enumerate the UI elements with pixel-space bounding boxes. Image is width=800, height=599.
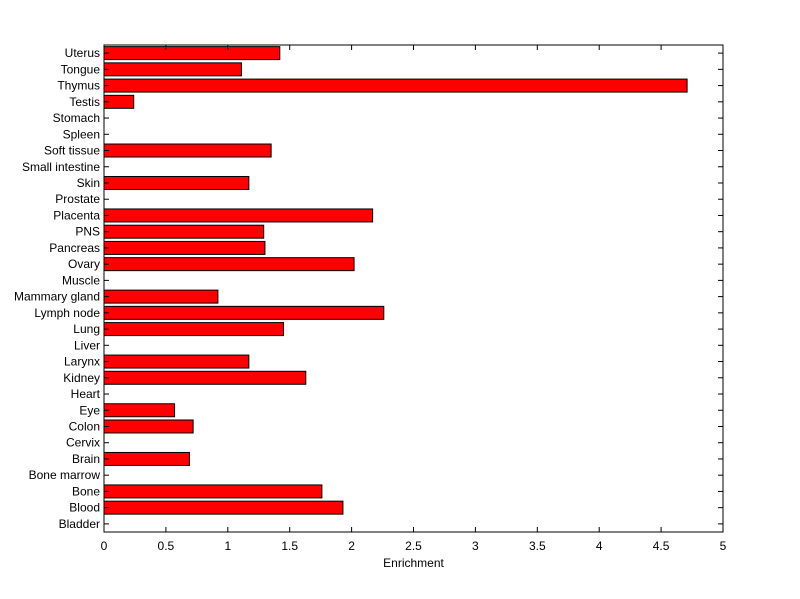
bar-eye — [103, 403, 176, 418]
y-tick-label: Heart — [71, 387, 101, 401]
bar-skin — [103, 175, 250, 190]
y-tick-label: Tongue — [61, 62, 101, 76]
y-tick-label: Testis — [69, 95, 100, 109]
x-tick-label: 0 — [101, 539, 108, 553]
bar-tongue — [103, 62, 242, 77]
x-axis-ticks: 0 0.5 1 1.5 2 2.5 3 3.5 4 4.5 5 — [101, 45, 727, 553]
x-tick-label: 1 — [224, 539, 231, 553]
y-tick-label: Colon — [69, 419, 100, 433]
y-tick-label: Uterus — [65, 46, 100, 60]
bar-lymph-node — [103, 305, 385, 320]
x-tick-label: 0.5 — [158, 539, 175, 553]
x-axis-label: Enrichment — [383, 556, 444, 570]
y-tick-label: Bladder — [59, 517, 100, 531]
x-tick-label: 4.5 — [653, 539, 670, 553]
plot-frame — [103, 44, 724, 533]
bar-brain — [103, 451, 190, 466]
y-tick-label: Placenta — [53, 208, 100, 222]
bar-thymus — [103, 78, 688, 93]
y-tick-label: Larynx — [64, 355, 100, 369]
bar-colon — [103, 419, 194, 434]
bar-pns — [103, 224, 265, 239]
y-tick-label: Bone — [72, 484, 100, 498]
y-tick-label: Bone marrow — [29, 468, 101, 482]
y-tick-label: Ovary — [68, 257, 100, 271]
bar-bone — [103, 484, 323, 499]
y-tick-label: Lung — [73, 322, 100, 336]
y-tick-label: Thymus — [57, 79, 100, 93]
bars-layer — [103, 46, 688, 515]
y-tick-label: Skin — [77, 176, 100, 190]
x-tick-label: 1.5 — [281, 539, 298, 553]
y-tick-label: Prostate — [55, 192, 100, 206]
bar-larynx — [103, 354, 250, 369]
y-tick-label: Lymph node — [34, 306, 100, 320]
y-tick-label: Brain — [72, 452, 100, 466]
x-tick-label: 3 — [472, 539, 479, 553]
x-tick-label: 3.5 — [529, 539, 546, 553]
y-tick-label: Soft tissue — [44, 144, 100, 158]
bar-lung — [103, 322, 285, 337]
y-tick-label: Liver — [74, 338, 100, 352]
x-tick-label: 2.5 — [405, 539, 422, 553]
y-tick-label: Blood — [69, 501, 100, 515]
y-tick-label: Kidney — [63, 371, 100, 385]
x-tick-label: 2 — [348, 539, 355, 553]
y-tick-label: Pancreas — [49, 241, 100, 255]
y-tick-label: Small intestine — [22, 160, 100, 174]
bar-placenta — [103, 208, 374, 223]
y-tick-label: Spleen — [63, 127, 100, 141]
bar-pancreas — [103, 240, 266, 255]
y-tick-label: Mammary gland — [14, 290, 100, 304]
bar-kidney — [103, 370, 307, 385]
bar-ovary — [103, 257, 355, 272]
x-tick-label: 5 — [720, 539, 727, 553]
bar-soft-tissue — [103, 143, 272, 158]
y-axis-ticks: Uterus Tongue Thymus Testis Stomach Spleen Sof… — [14, 46, 723, 531]
y-tick-label: PNS — [75, 225, 100, 239]
y-tick-label: Cervix — [66, 436, 100, 450]
x-tick-label: 4 — [596, 539, 603, 553]
bar-uterus — [103, 46, 281, 61]
y-tick-label: Eye — [79, 403, 100, 417]
bar-mammary-gland — [103, 289, 219, 304]
y-tick-label: Stomach — [53, 111, 100, 125]
bar-blood — [103, 500, 344, 515]
y-tick-label: Muscle — [62, 273, 100, 287]
